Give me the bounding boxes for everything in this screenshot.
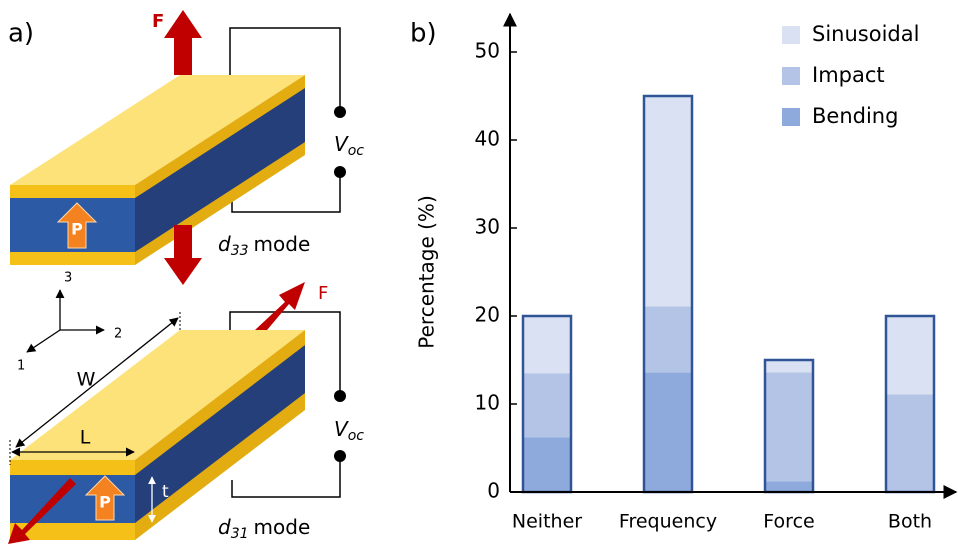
y-tick-label: 0 [487, 479, 500, 503]
coord-axis [27, 330, 60, 352]
voltage-label: Voc [334, 132, 364, 160]
y-tick-label: 40 [475, 127, 500, 151]
voltage-label: Voc [334, 417, 364, 445]
force-arrow [164, 10, 202, 75]
bar-segment [523, 437, 571, 492]
x-tick-label: Force [763, 511, 814, 533]
y-tick-label: 30 [475, 215, 500, 239]
polarization-label: P [99, 493, 111, 512]
terminal [334, 390, 346, 402]
terminal [334, 166, 346, 178]
wire [232, 456, 340, 497]
bar-segment [523, 373, 571, 437]
polarization-label: P [71, 220, 83, 239]
coord-label: 1 [17, 359, 25, 374]
legend-label: Bending [812, 104, 898, 128]
y-axis-label: Percentage (%) [415, 195, 439, 348]
coord-label: 3 [64, 271, 72, 286]
force-label: F [318, 283, 328, 304]
bar-segment [765, 360, 813, 372]
panel-label: b) [410, 19, 437, 49]
y-tick-label: 50 [475, 39, 500, 63]
bar-segment [523, 316, 571, 373]
dim-label: L [80, 427, 91, 449]
legend-swatch [782, 26, 800, 44]
y-tick-label: 10 [475, 391, 500, 415]
force-arrow [255, 282, 305, 336]
bar-segment [886, 316, 934, 394]
x-tick-label: Both [888, 511, 932, 533]
bar-segment [886, 394, 934, 492]
force-label: F [152, 11, 164, 32]
x-tick-label: Frequency [619, 511, 717, 533]
terminal [334, 106, 346, 118]
bar-segment [644, 372, 692, 492]
legend-swatch [782, 67, 800, 85]
bar-segment [765, 372, 813, 481]
legend-swatch [782, 108, 800, 126]
terminal [334, 450, 346, 462]
bar-segment [644, 96, 692, 306]
x-tick-label: Neither [512, 511, 582, 533]
bar-segment [644, 306, 692, 372]
chart: b) Percentage (%) 0 10 20 30 40 50 Neither Freq… [410, 14, 956, 533]
dim-label: W [77, 369, 96, 391]
panel-label: a) [8, 19, 34, 49]
y-tick-label: 20 [475, 303, 500, 327]
bar-segment [765, 481, 813, 492]
legend-label: Impact [812, 63, 885, 87]
figure: a) Voc F P d33mode 3 2 1 Voc [0, 0, 960, 544]
dim-label: t [162, 482, 169, 502]
legend-label: Sinusoidal [812, 22, 919, 46]
coord-label: 2 [114, 327, 122, 342]
